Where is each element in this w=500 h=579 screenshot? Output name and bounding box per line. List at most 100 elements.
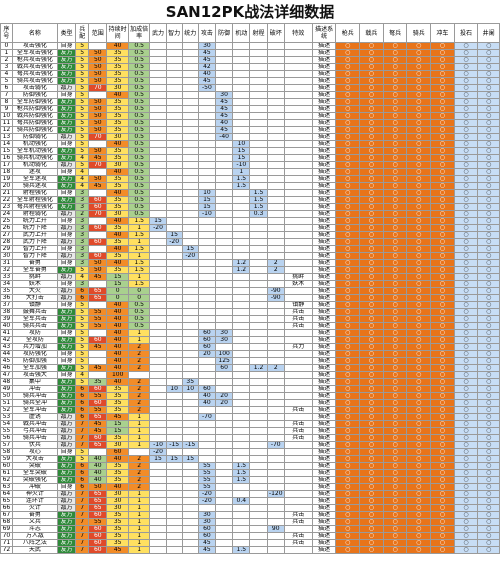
table-cell[interactable]	[249, 385, 268, 393]
table-cell[interactable]	[215, 231, 234, 239]
table-cell[interactable]	[88, 217, 108, 225]
table-cell[interactable]	[149, 476, 167, 484]
table-cell[interactable]: 友方	[56, 49, 77, 57]
table-cell[interactable]	[232, 336, 251, 344]
table-cell[interactable]	[165, 63, 183, 71]
table-cell[interactable]	[149, 210, 167, 218]
table-cell[interactable]: ○	[477, 490, 500, 498]
table-cell[interactable]: ○	[453, 245, 479, 253]
table-row[interactable]: 2 枪兵攻击强化 友方 5 50 35 0.5 45 描述 ○ ○ ○ ○ ○ ○ ○	[0, 56, 500, 64]
table-cell[interactable]: 6	[75, 476, 90, 484]
table-cell[interactable]: 友方	[56, 77, 77, 85]
table-cell[interactable]	[149, 42, 167, 50]
table-cell[interactable]	[283, 133, 313, 141]
table-cell[interactable]	[215, 42, 234, 50]
table-cell[interactable]: 45	[106, 413, 129, 421]
table-cell[interactable]: ○	[430, 406, 455, 414]
table-cell[interactable]: ○	[477, 434, 500, 442]
table-cell[interactable]: 描述	[311, 154, 337, 162]
table-cell[interactable]	[181, 238, 199, 246]
table-cell[interactable]: ○	[382, 420, 408, 428]
table-cell[interactable]	[249, 525, 268, 533]
table-cell[interactable]: 0.5	[127, 161, 151, 169]
table-row[interactable]: 29 智力上升 自身 3 40 1.5 15 描述 ○ ○ ○ ○ ○ ○ ○	[0, 245, 500, 253]
table-row[interactable]: 42 全攻防 友方 5 60 40 1 60 30 描述 ○ ○ ○ ○ ○ ○ ○	[0, 336, 500, 344]
table-cell[interactable]	[197, 448, 217, 456]
table-cell[interactable]	[266, 476, 285, 484]
table-cell[interactable]: 7	[75, 532, 90, 540]
table-cell[interactable]	[283, 371, 313, 379]
column-header[interactable]: 兵配	[75, 23, 90, 43]
table-cell[interactable]	[215, 287, 234, 295]
column-header[interactable]: 投石	[453, 23, 479, 43]
table-cell[interactable]: ○	[335, 203, 361, 211]
table-cell[interactable]: 19	[0, 175, 13, 183]
table-cell[interactable]: 54	[0, 420, 13, 428]
table-cell[interactable]	[266, 119, 285, 127]
table-cell[interactable]	[165, 140, 183, 148]
table-cell[interactable]: ○	[382, 280, 408, 288]
table-cell[interactable]: 兵力	[283, 343, 313, 351]
table-cell[interactable]	[266, 161, 285, 169]
table-cell[interactable]: ○	[382, 427, 408, 435]
table-cell[interactable]: 0.5	[127, 168, 151, 176]
table-cell[interactable]: 35	[0, 287, 13, 295]
table-cell[interactable]	[232, 343, 251, 351]
table-cell[interactable]: ○	[453, 259, 479, 267]
table-cell[interactable]	[215, 455, 234, 463]
table-cell[interactable]: ○	[382, 259, 408, 267]
table-cell[interactable]: ○	[453, 126, 479, 134]
table-cell[interactable]	[149, 420, 167, 428]
table-cell[interactable]: ○	[430, 189, 455, 197]
table-cell[interactable]: ○	[382, 504, 408, 512]
table-cell[interactable]: 50	[88, 119, 108, 127]
table-cell[interactable]: ○	[430, 105, 455, 113]
table-cell[interactable]: 70	[88, 84, 108, 92]
table-cell[interactable]	[197, 231, 217, 239]
table-cell[interactable]: 13	[0, 133, 13, 141]
table-cell[interactable]: ○	[359, 378, 384, 386]
table-cell[interactable]: ○	[382, 91, 408, 99]
table-cell[interactable]	[181, 504, 199, 512]
table-cell[interactable]	[197, 434, 217, 442]
table-cell[interactable]	[215, 238, 234, 246]
table-cell[interactable]: ○	[477, 49, 500, 57]
table-cell[interactable]: 1	[127, 224, 151, 232]
table-cell[interactable]: ○	[359, 441, 384, 449]
table-cell[interactable]: 60	[197, 532, 217, 540]
table-cell[interactable]: ○	[335, 56, 361, 64]
table-row[interactable]: 39 全军兵击 友方 5 55 40 0.5 兵击 描述 ○ ○ ○ ○ ○ ○ ○	[0, 315, 500, 323]
table-cell[interactable]: 挑衅	[283, 273, 313, 281]
table-cell[interactable]	[181, 224, 199, 232]
table-cell[interactable]: 5	[75, 357, 90, 365]
table-cell[interactable]: ○	[453, 329, 479, 337]
table-cell[interactable]: ○	[453, 532, 479, 540]
table-cell[interactable]: ○	[359, 196, 384, 204]
table-cell[interactable]: ○	[430, 91, 455, 99]
table-cell[interactable]: ○	[335, 315, 361, 323]
table-cell[interactable]: ○	[335, 189, 361, 197]
table-cell[interactable]: 敌方	[56, 210, 77, 218]
table-cell[interactable]: 2	[127, 462, 151, 470]
table-cell[interactable]: ○	[359, 182, 384, 190]
column-header[interactable]: 骑兵	[406, 23, 432, 43]
table-cell[interactable]: 2	[127, 357, 151, 365]
table-cell[interactable]	[249, 294, 268, 302]
table-row[interactable]: 58 攻心 自身 5 60 -20 描述 ○ ○ ○ ○ ○ ○ ○	[0, 448, 500, 456]
table-cell[interactable]: 0.5	[127, 154, 151, 162]
table-cell[interactable]: 55	[88, 308, 108, 316]
table-cell[interactable]: ○	[406, 252, 432, 260]
table-cell[interactable]: 40	[106, 315, 129, 323]
column-header[interactable]: 持续时间	[106, 23, 129, 43]
table-cell[interactable]	[181, 112, 199, 120]
table-cell[interactable]: 1	[127, 238, 151, 246]
table-cell[interactable]: 描述	[311, 140, 337, 148]
table-cell[interactable]: ○	[477, 119, 500, 127]
table-row[interactable]: 5 骑兵攻击强化 友方 5 50 35 0.5 45 描述 ○ ○ ○ ○ ○ ○ ○	[0, 77, 500, 85]
table-cell[interactable]	[165, 56, 183, 64]
table-cell[interactable]: 描述	[311, 434, 337, 442]
table-cell[interactable]: 35	[106, 462, 129, 470]
table-cell[interactable]	[283, 112, 313, 120]
table-cell[interactable]: 5	[75, 112, 90, 120]
table-cell[interactable]	[149, 371, 167, 379]
